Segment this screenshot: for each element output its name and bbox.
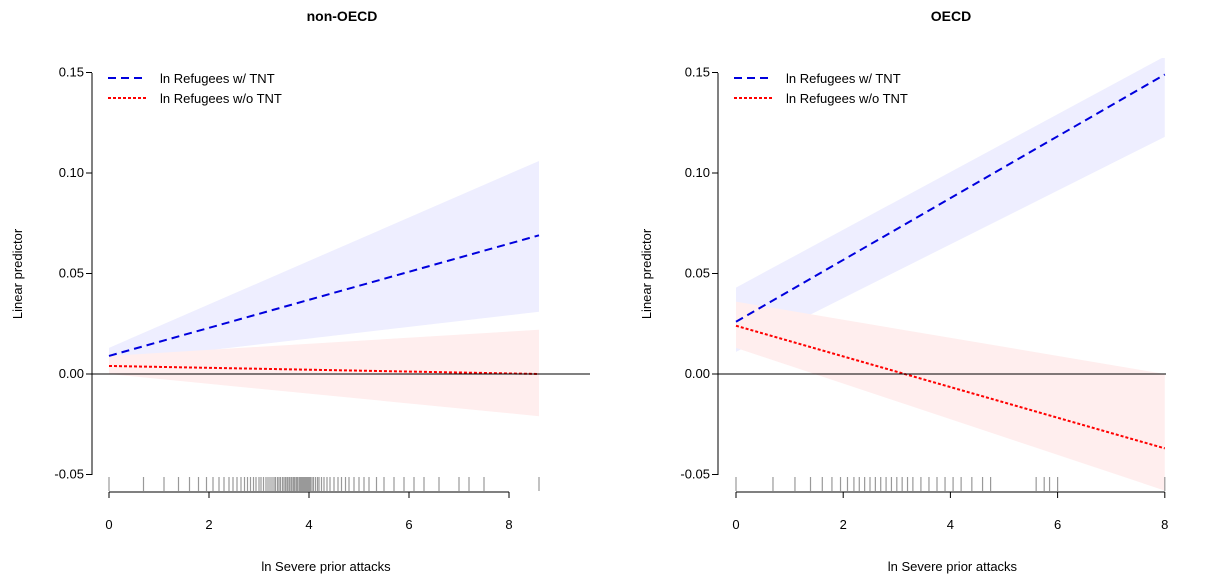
x-tick-label: 2 (840, 517, 847, 532)
y-axis-label: Linear predictor (639, 228, 654, 319)
x-axis-label: ln Severe prior attacks (888, 559, 1018, 574)
x-axis-label: ln Severe prior attacks (261, 559, 391, 574)
y-axis-label: Linear predictor (10, 228, 25, 319)
legend-label-1: ln Refugees w/o TNT (160, 91, 282, 106)
y-tick-label: 0.05 (685, 266, 710, 281)
y-tick-label: 0.00 (685, 366, 710, 381)
x-tick-label: 8 (1161, 517, 1168, 532)
chart-title: OECD (931, 8, 971, 24)
x-tick-label: 8 (505, 517, 512, 532)
series-line-0 (735, 73, 1166, 323)
plot-area (735, 58, 1166, 491)
panel-non-oecd: non-OECD Linear predictor ln Severe prior … (10, 8, 590, 574)
series-line-1 (108, 364, 540, 375)
legend-label-0: ln Refugees w/ TNT (786, 71, 901, 86)
x-tick-label: 6 (405, 517, 412, 532)
y-tick-label: 0.00 (59, 366, 84, 381)
series-line-0 (108, 234, 540, 357)
x-tick-label: 0 (732, 517, 739, 532)
x-tick-label: 4 (947, 517, 954, 532)
y-tick-label: 0.05 (59, 266, 84, 281)
confidence-band-0 (736, 58, 1165, 352)
x-tick-label: 6 (1054, 517, 1061, 532)
y-tick-label: 0.10 (59, 165, 84, 180)
x-tick-label: 2 (205, 517, 212, 532)
y-tick-label: -0.05 (680, 467, 710, 482)
y-tick-label: 0.15 (59, 65, 84, 80)
legend-label-1: ln Refugees w/o TNT (786, 91, 908, 106)
chart-title: non-OECD (307, 8, 378, 24)
x-tick-label: 0 (105, 517, 112, 532)
y-tick-label: 0.15 (685, 65, 710, 80)
panel-oecd: OECD Linear predictor ln Severe prior atta… (639, 8, 1168, 574)
plot-area (108, 160, 540, 417)
confidence-band-1 (109, 329, 539, 417)
y-tick-label: -0.05 (54, 467, 84, 482)
series-line-1 (735, 324, 1166, 450)
confidence-band-1 (736, 301, 1165, 491)
y-tick-label: 0.10 (685, 165, 710, 180)
confidence-band-0 (109, 160, 539, 362)
legend-label-0: ln Refugees w/ TNT (160, 71, 275, 86)
x-tick-label: 4 (305, 517, 312, 532)
